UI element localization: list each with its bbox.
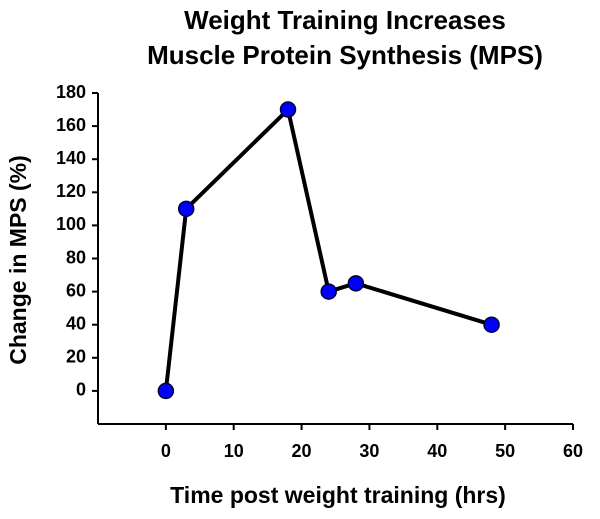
y-tick-label: 160 — [56, 115, 86, 135]
data-point — [347, 275, 365, 292]
x-tick-label: 60 — [563, 441, 583, 461]
y-tick-label: 20 — [66, 347, 86, 367]
y-axis-label: Change in MPS (%) — [5, 155, 31, 365]
y-tick-label: 60 — [66, 280, 86, 300]
x-tick-label: 40 — [427, 441, 447, 461]
x-tick-label: 50 — [495, 441, 515, 461]
data-point — [157, 382, 175, 400]
y-tick-label: 80 — [66, 247, 86, 267]
data-point — [177, 200, 195, 218]
y-tick-label: 100 — [56, 214, 86, 234]
data-point — [320, 283, 337, 300]
data-point — [279, 101, 297, 118]
data-point — [483, 316, 500, 333]
x-tick-label: 10 — [224, 441, 244, 461]
y-tick-label: 140 — [56, 148, 86, 168]
y-tick-label: 40 — [66, 313, 86, 333]
chart-title: Muscle Protein Synthesis (MPS) — [147, 40, 543, 70]
y-tick-label: 180 — [56, 82, 86, 102]
series-line — [163, 107, 493, 392]
x-tick-label: 30 — [359, 441, 379, 461]
y-tick-label: 120 — [56, 181, 86, 201]
x-tick-label: 20 — [292, 441, 312, 461]
y-tick-label: 0 — [76, 380, 86, 400]
x-tick-label: 0 — [161, 441, 171, 461]
x-axis-label: Time post weight training (hrs) — [170, 482, 506, 508]
chart-title: Weight Training Increases — [184, 5, 506, 35]
